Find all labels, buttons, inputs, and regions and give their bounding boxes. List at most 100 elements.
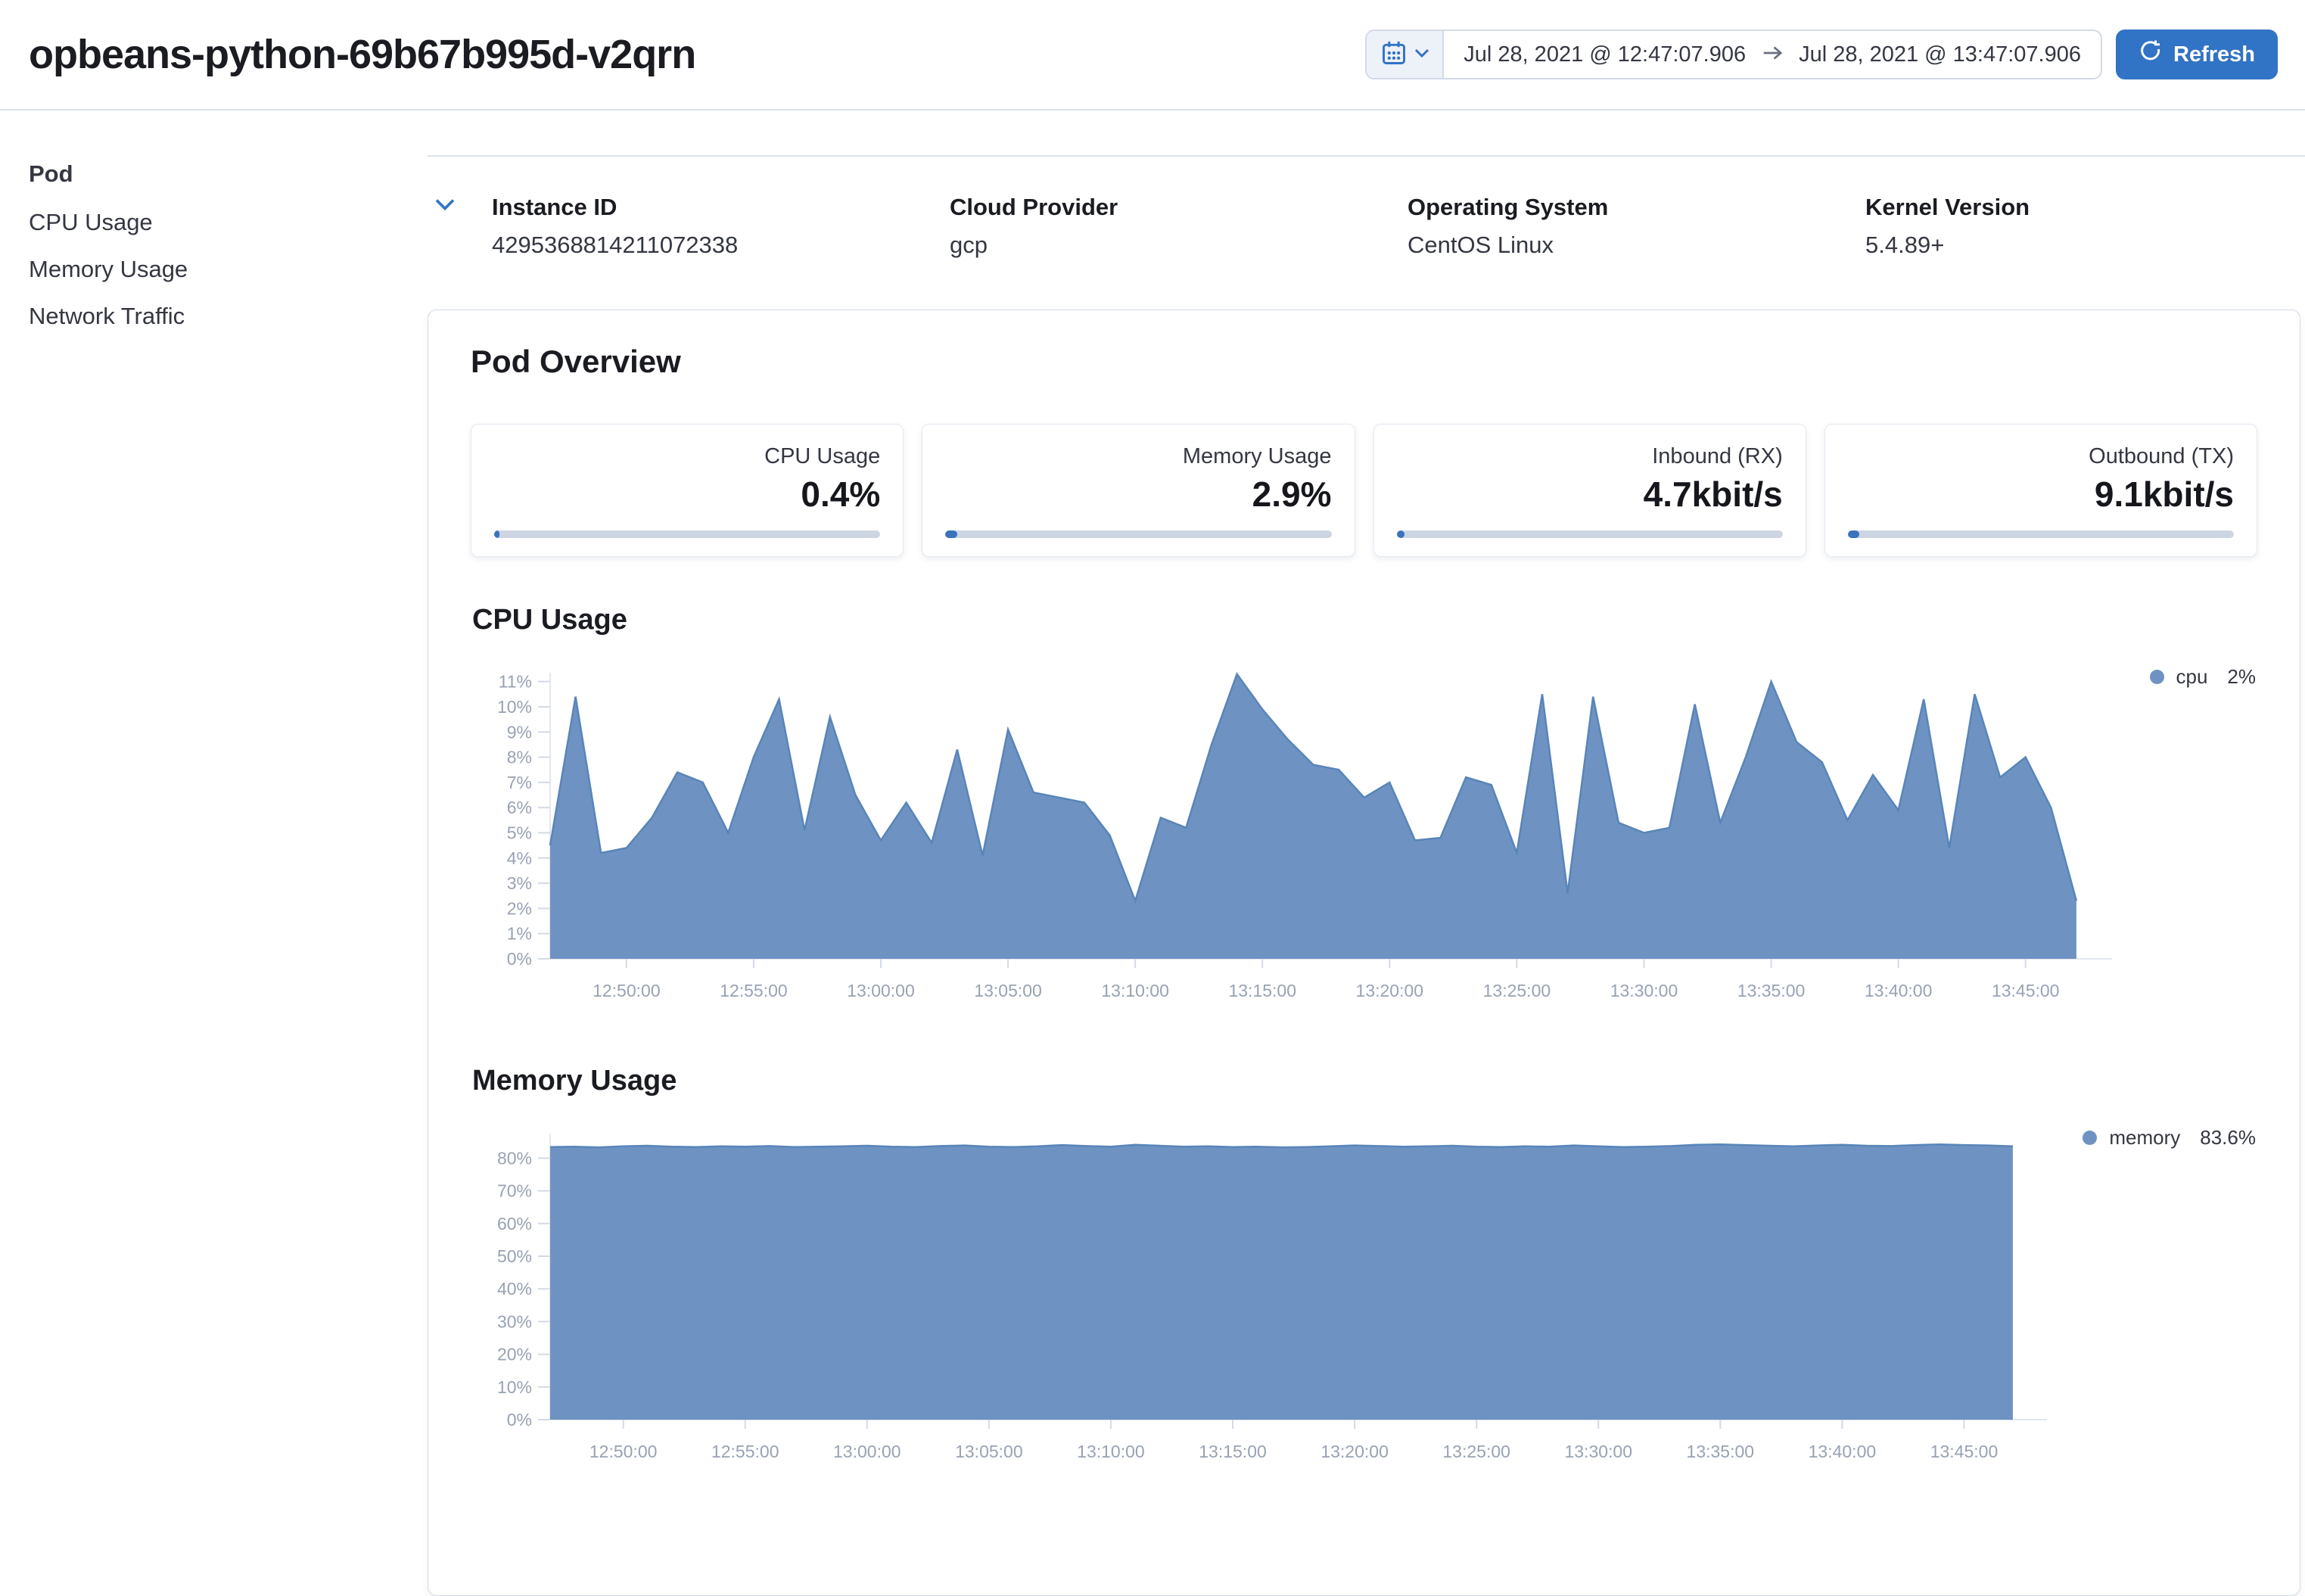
refresh-button[interactable]: Refresh	[2116, 30, 2278, 79]
cpu-legend-item[interactable]: cpu 2%	[2149, 665, 2256, 689]
refresh-icon	[2139, 39, 2163, 70]
legend-value: 2%	[2227, 665, 2256, 688]
metadata-value: CentOS Linux	[1408, 232, 1554, 258]
svg-text:3%: 3%	[507, 873, 532, 893]
svg-text:13:25:00: 13:25:00	[1442, 1442, 1510, 1461]
header-controls: Jul 28, 2021 @ 12:47:07.906 Jul 28, 2021…	[1365, 30, 2278, 79]
metadata-kernel-version: Kernel Version 5.4.89+	[1865, 191, 2305, 261]
progress-bar	[1396, 530, 1783, 538]
app-header: opbeans-python-69b67b995d-v2qrn	[0, 0, 2305, 110]
quick-select-button[interactable]	[1367, 31, 1445, 78]
memory-chart-title: Memory Usage	[472, 1065, 677, 1097]
svg-text:8%: 8%	[507, 748, 532, 767]
svg-text:13:15:00: 13:15:00	[1228, 981, 1296, 1000]
svg-text:12:55:00: 12:55:00	[720, 981, 788, 1000]
svg-text:12:50:00: 12:50:00	[593, 981, 661, 1000]
svg-text:13:40:00: 13:40:00	[1865, 981, 1933, 1000]
start-date-button[interactable]: Jul 28, 2021 @ 12:47:07.906	[1464, 42, 1747, 67]
svg-text:20%: 20%	[497, 1345, 532, 1364]
svg-text:60%: 60%	[497, 1214, 532, 1234]
svg-text:13:35:00: 13:35:00	[1737, 981, 1806, 1000]
svg-text:10%: 10%	[497, 697, 532, 717]
metadata-operating-system: Operating System CentOS Linux	[1408, 191, 1865, 261]
metric-card-label: Inbound (RX)	[1652, 444, 1783, 468]
cpu-chart-title: CPU Usage	[472, 604, 627, 636]
svg-text:10%: 10%	[497, 1377, 532, 1397]
metadata-instance-id: Instance ID 4295368814211072338	[492, 191, 950, 261]
metadata-label: Kernel Version	[1865, 194, 2030, 220]
date-range-picker[interactable]: Jul 28, 2021 @ 12:47:07.906 Jul 28, 2021…	[1365, 30, 2102, 79]
svg-text:80%: 80%	[497, 1148, 532, 1168]
cpu-usage-chart[interactable]: 0% 1% 2% 3% 4% 5% 6% 7% 8% 9% 10% 11% 12:50:00 12:55:…	[471, 656, 2259, 1018]
end-date-button[interactable]: Jul 28, 2021 @ 13:47:07.906	[1799, 42, 2081, 67]
svg-text:40%: 40%	[497, 1279, 532, 1299]
svg-text:50%: 50%	[497, 1246, 532, 1266]
svg-text:13:00:00: 13:00:00	[833, 1442, 901, 1461]
date-range: Jul 28, 2021 @ 12:47:07.906 Jul 28, 2021…	[1444, 31, 2101, 78]
sidebar-item-network-traffic[interactable]: Network Traffic	[29, 303, 185, 329]
sidebar-nav: Pod CPU Usage Memory Usage Network Traff…	[29, 160, 392, 350]
metadata-label: Operating System	[1408, 194, 1609, 220]
metadata-section: Instance ID 4295368814211072338 Cloud Pr…	[428, 155, 2305, 261]
svg-text:12:50:00: 12:50:00	[589, 1442, 658, 1461]
memory-legend-item[interactable]: memory 83.6%	[2083, 1126, 2256, 1150]
metadata-cloud-provider: Cloud Provider gcp	[950, 191, 1408, 261]
svg-text:13:10:00: 13:10:00	[1101, 981, 1169, 1000]
sidebar-item-memory-usage[interactable]: Memory Usage	[29, 256, 188, 282]
metric-card-cpu: CPU Usage 0.4%	[471, 424, 904, 557]
svg-text:6%: 6%	[507, 798, 532, 817]
svg-text:9%: 9%	[507, 722, 532, 742]
metric-card-memory: Memory Usage 2.9%	[922, 424, 1355, 557]
svg-text:70%: 70%	[497, 1181, 532, 1201]
metric-card-value: 2.9%	[1252, 474, 1332, 514]
sidebar-item-cpu-usage[interactable]: CPU Usage	[29, 209, 153, 235]
metadata-label: Cloud Provider	[950, 194, 1118, 220]
legend-dot-icon	[2149, 670, 2164, 684]
svg-text:13:20:00: 13:20:00	[1356, 981, 1424, 1000]
legend-dot-icon	[2083, 1131, 2098, 1145]
arrow-right-icon	[1761, 44, 1784, 66]
svg-text:13:05:00: 13:05:00	[955, 1442, 1023, 1461]
svg-text:2%: 2%	[507, 898, 532, 918]
svg-text:13:45:00: 13:45:00	[1992, 981, 2060, 1000]
chevron-down-icon	[1414, 47, 1430, 63]
memory-usage-chart[interactable]: 0% 10% 20% 30% 40% 50% 60% 70% 80% 12:50:00 12:55:…	[471, 1117, 2259, 1479]
svg-text:5%: 5%	[507, 823, 532, 842]
svg-text:13:05:00: 13:05:00	[974, 981, 1042, 1000]
svg-text:13:30:00: 13:30:00	[1610, 981, 1678, 1000]
progress-bar	[1847, 530, 2234, 538]
legend-value: 83.6%	[2200, 1126, 2256, 1149]
svg-text:13:35:00: 13:35:00	[1687, 1442, 1755, 1461]
svg-text:0%: 0%	[507, 1410, 532, 1430]
svg-text:4%: 4%	[507, 848, 532, 868]
metadata-label: Instance ID	[492, 194, 617, 220]
metric-card-label: Outbound (TX)	[2089, 444, 2234, 468]
metric-card-outbound-tx: Outbound (TX) 9.1kbit/s	[1824, 424, 2257, 557]
calendar-icon	[1380, 39, 1408, 70]
metadata-value: 4295368814211072338	[492, 232, 739, 258]
metric-card-value: 4.7kbit/s	[1643, 474, 1783, 514]
legend-name: memory	[2109, 1126, 2181, 1149]
legend-name: cpu	[2176, 665, 2208, 688]
svg-text:13:40:00: 13:40:00	[1809, 1442, 1877, 1461]
metadata-grid: Instance ID 4295368814211072338 Cloud Pr…	[492, 191, 2305, 261]
svg-text:13:20:00: 13:20:00	[1320, 1442, 1389, 1461]
metadata-value: gcp	[950, 232, 988, 258]
metric-card-label: CPU Usage	[764, 444, 881, 468]
collapse-chevron-button[interactable]	[434, 196, 456, 215]
svg-text:13:10:00: 13:10:00	[1077, 1442, 1145, 1461]
main-content: Instance ID 4295368814211072338 Cloud Pr…	[428, 155, 2305, 1596]
progress-bar	[494, 530, 881, 538]
svg-text:0%: 0%	[507, 949, 532, 969]
svg-text:13:25:00: 13:25:00	[1483, 981, 1551, 1000]
refresh-label: Refresh	[2173, 42, 2255, 67]
pod-overview-panel: Pod Overview CPU Usage 0.4% Memory Usage…	[428, 310, 2300, 1596]
page-title: opbeans-python-69b67b995d-v2qrn	[29, 32, 696, 77]
metric-card-label: Memory Usage	[1182, 444, 1332, 468]
sidebar-section-pod: Pod	[29, 160, 73, 187]
progress-bar	[945, 530, 1332, 538]
svg-text:1%: 1%	[507, 924, 532, 944]
svg-text:11%: 11%	[499, 672, 532, 692]
svg-text:12:55:00: 12:55:00	[711, 1442, 779, 1461]
panel-title: Pod Overview	[471, 344, 681, 379]
